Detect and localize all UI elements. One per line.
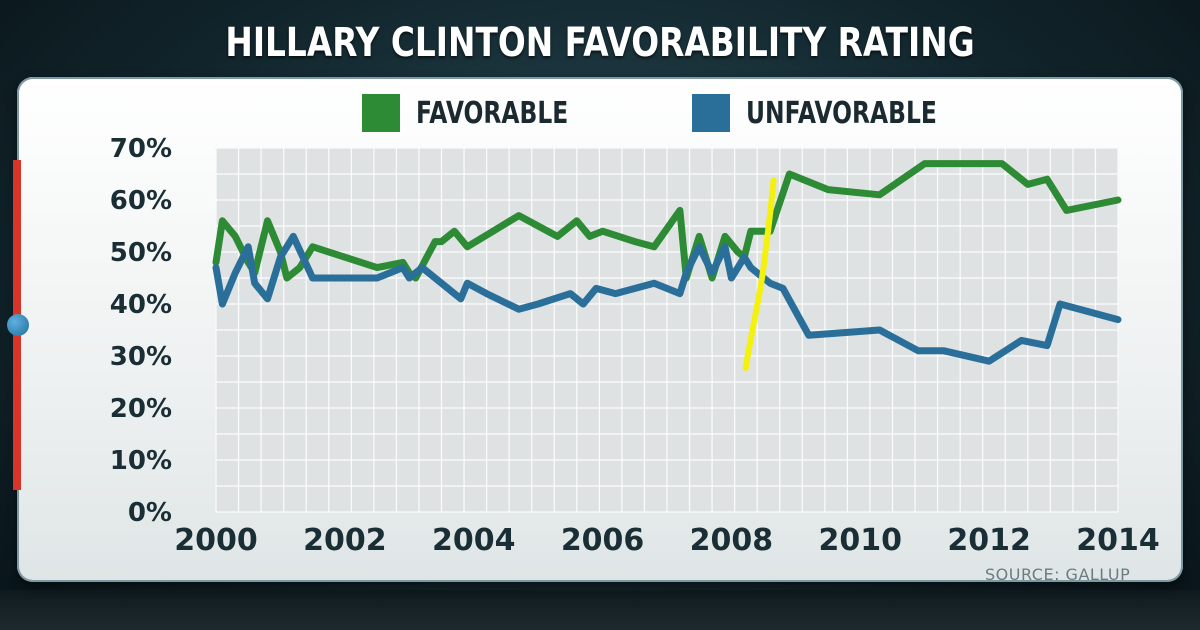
y-tick-label: 50% (110, 238, 172, 268)
side-knob (7, 314, 29, 336)
legend-label-unfavorable: UNFAVORABLE (746, 95, 937, 131)
series-line-favorable (212, 160, 1122, 282)
y-tick-label: 70% (110, 134, 172, 164)
legend-favorable: FAVORABLE (362, 94, 611, 132)
source-note: SOURCE: GALLUP (985, 565, 1131, 584)
y-tick-label: 10% (110, 446, 172, 476)
x-tick-label: 2002 (303, 523, 387, 558)
y-tick-label: 0% (128, 498, 172, 528)
x-tick-label: 2014 (1076, 523, 1160, 558)
x-tick-label: 2008 (690, 523, 774, 558)
x-tick-label: 2006 (561, 523, 645, 558)
chart-title: HILLARY CLINTON FAVORABILITY RATING (225, 20, 975, 66)
x-tick-label: 2000 (174, 523, 258, 558)
annotation-highlight-line (742, 177, 777, 371)
legend-swatch-unfavorable (692, 94, 730, 132)
x-tick-label: 2010 (819, 523, 903, 558)
bottom-strip (0, 590, 1200, 630)
y-tick-label: 60% (110, 186, 172, 216)
legend-unfavorable: UNFAVORABLE (692, 94, 991, 132)
y-tick-label: 20% (110, 394, 172, 424)
legend-swatch-favorable (362, 94, 400, 132)
y-tick-label: 30% (110, 342, 172, 372)
series-line-unfavorable (212, 232, 1122, 365)
y-tick-label: 40% (110, 290, 172, 320)
x-tick-label: 2004 (432, 523, 516, 558)
legend-label-favorable: FAVORABLE (416, 95, 569, 131)
x-tick-label: 2012 (947, 523, 1031, 558)
